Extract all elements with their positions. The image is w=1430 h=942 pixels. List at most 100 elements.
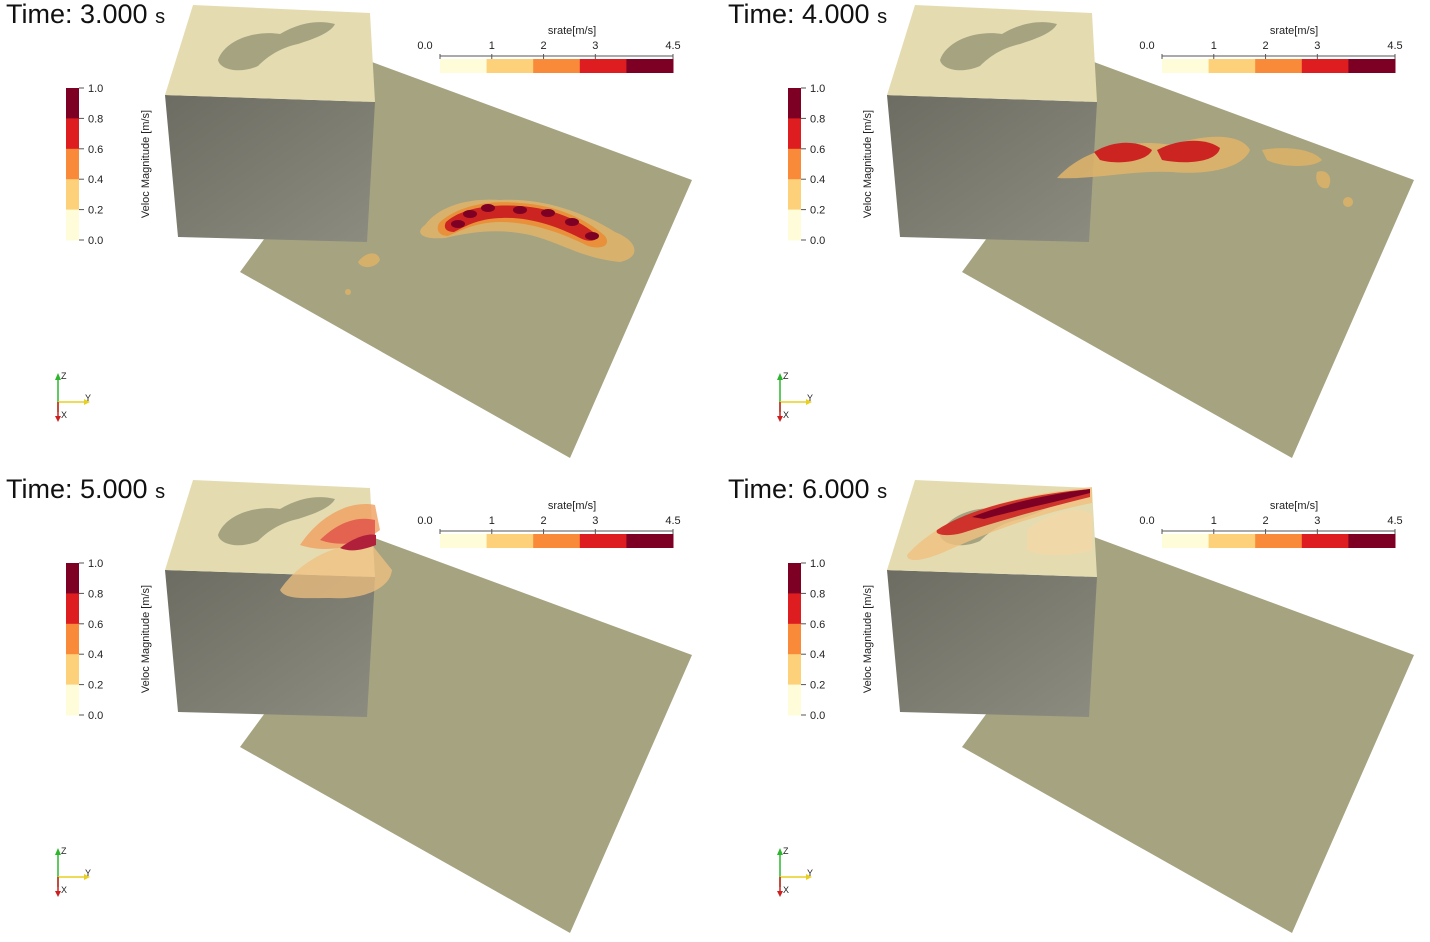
veloc-tick-label: 0.0 [810, 710, 825, 722]
srate-tick-label: 1 [1211, 515, 1217, 527]
veloc-tick-label: 0.8 [810, 588, 825, 600]
srate-colorbar-segment [626, 59, 674, 73]
rupture-inner [444, 205, 598, 241]
veloc-tick-label: 0.4 [810, 649, 825, 661]
srate-tick-label: 4.5 [665, 515, 680, 527]
island-outline [218, 22, 335, 71]
box-side [165, 570, 375, 717]
srate-colorbar-segment [1162, 59, 1210, 73]
veloc-tick-label: 0.4 [88, 174, 103, 186]
veloc-tick-label: 1.0 [810, 83, 825, 95]
y-axis-label: Y [807, 868, 813, 878]
veloc-colorbar-segment [788, 148, 801, 180]
srate-tick-label: 4.5 [1387, 40, 1402, 52]
srate-colorbar-segment [1301, 534, 1349, 548]
veloc-tick-label: 1.0 [88, 558, 103, 570]
rupture-peak [340, 534, 376, 551]
veloc-colorbar-segment [66, 209, 79, 241]
veloc-tick-label: 0.2 [810, 205, 825, 217]
veloc-colorbar-segment [66, 88, 79, 119]
veloc-colorbar-segment [66, 179, 79, 211]
srate-tick-label: 0.0 [417, 515, 432, 527]
srate-colorbar-segment [1348, 59, 1396, 73]
srate-colorbar-segment [1255, 534, 1303, 548]
rupture-layer [907, 487, 1092, 561]
veloc-tick-label: 0.2 [88, 205, 103, 217]
rupture-patch [345, 289, 351, 295]
srate-tick-label: 0.0 [1139, 40, 1154, 52]
srate-tick-label: 2 [1262, 515, 1268, 527]
time-panel-5s: Time: 5.000 s srate[m/s] 0.0 1 2 3 4.5 1.0 0.8 0.… [0, 475, 715, 942]
time-prefix: Time: [728, 0, 802, 29]
time-unit: s [877, 481, 888, 503]
veloc-colorbar-segment [788, 623, 801, 655]
y-axis-label: Y [85, 393, 91, 403]
axes-triad: Z Y X [55, 846, 91, 897]
veloc-colorbar-title: Veloc Magnitude [m/s] [140, 585, 152, 693]
box-side [887, 570, 1097, 717]
srate-tick-label: 4.5 [665, 40, 680, 52]
rupture-peak [463, 210, 477, 218]
veloc-colorbar-segment [788, 179, 801, 211]
srate-tick-label: 3 [1314, 40, 1320, 52]
veloc-colorbar-segment [788, 563, 801, 594]
veloc-colorbar-segment [66, 684, 79, 716]
srate-tick-label: 1 [489, 515, 495, 527]
veloc-colorbar-segment [66, 118, 79, 150]
veloc-tick-label: 0.0 [88, 235, 103, 247]
veloc-tick-label: 0.6 [88, 619, 103, 631]
box-side [887, 95, 1097, 242]
veloc-tick-label: 0.2 [810, 680, 825, 692]
srate-colorbar: srate[m/s] 0.0 1 2 3 4.5 [417, 500, 681, 548]
srate-tick-label: 3 [592, 40, 598, 52]
srate-colorbar: srate[m/s] 0.0 1 2 3 4.5 [1139, 500, 1403, 548]
time-label: Time: 4.000 s [728, 0, 887, 30]
rupture-peak [513, 206, 527, 214]
rupture-peak [481, 204, 495, 212]
3d-scene [887, 480, 1414, 933]
rupture-layer [1057, 136, 1353, 207]
veloc-tick-label: 0.8 [88, 113, 103, 125]
time-prefix: Time: [6, 0, 80, 29]
time-unit: s [155, 481, 166, 503]
box-side [165, 95, 375, 242]
veloc-colorbar-segment [66, 654, 79, 686]
rupture-layer [345, 199, 635, 295]
veloc-colorbar: 1.0 0.8 0.6 0.4 0.2 0.0 Veloc Magnitude [m/s] [66, 83, 152, 247]
veloc-colorbar-segment [66, 148, 79, 180]
x-axis-label: X [61, 885, 67, 895]
rupture-peak [585, 232, 599, 240]
srate-colorbar-segment [486, 59, 534, 73]
rupture-patch [1027, 510, 1092, 556]
rupture-outer [280, 544, 392, 599]
y-axis-label: Y [85, 868, 91, 878]
srate-tick-label: 1 [489, 40, 495, 52]
srate-colorbar-title: srate[m/s] [548, 25, 596, 37]
x-axis-label: X [783, 410, 789, 420]
veloc-tick-label: 0.8 [810, 113, 825, 125]
veloc-colorbar-segment [66, 623, 79, 655]
veloc-colorbar-segment [788, 654, 801, 686]
srate-colorbar-segment [533, 59, 581, 73]
srate-tick-label: 3 [592, 515, 598, 527]
srate-colorbar-segment [486, 534, 534, 548]
time-panel-4s: Time: 4.000 s srate[m/s] 0.0 1 2 3 4.5 1.0 0.8 0.… [722, 0, 1430, 467]
veloc-tick-label: 1.0 [88, 83, 103, 95]
srate-colorbar-segment [1301, 59, 1349, 73]
veloc-colorbar-segment [788, 209, 801, 241]
srate-colorbar-segment [1208, 59, 1256, 73]
veloc-tick-label: 0.4 [810, 174, 825, 186]
veloc-tick-label: 0.6 [88, 144, 103, 156]
srate-colorbar-segment [440, 59, 488, 73]
srate-colorbar-title: srate[m/s] [1270, 25, 1318, 37]
time-value: 6.000 [802, 475, 878, 504]
veloc-colorbar-title: Veloc Magnitude [m/s] [862, 585, 874, 693]
z-axis-label: Z [783, 846, 789, 856]
3d-scene [887, 5, 1414, 458]
srate-colorbar-segment [533, 534, 581, 548]
rupture-patch [358, 253, 380, 268]
3d-scene [165, 480, 692, 933]
srate-colorbar-title: srate[m/s] [1270, 500, 1318, 512]
veloc-colorbar: 1.0 0.8 0.6 0.4 0.2 0.0 Veloc Magnitude [m/s] [788, 83, 874, 247]
rupture-inner [1094, 142, 1152, 163]
